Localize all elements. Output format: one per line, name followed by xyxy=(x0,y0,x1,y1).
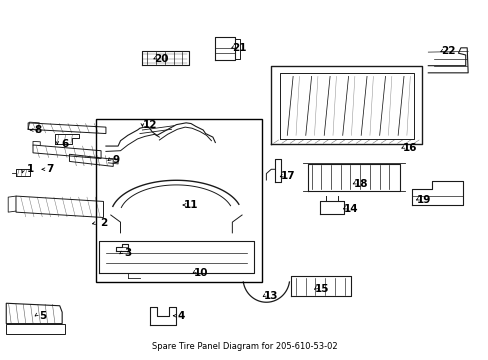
Text: 16: 16 xyxy=(402,143,416,153)
Text: 17: 17 xyxy=(281,171,295,181)
Text: 2: 2 xyxy=(100,218,107,228)
Text: 9: 9 xyxy=(112,156,119,165)
Text: 11: 11 xyxy=(183,200,198,210)
Text: 4: 4 xyxy=(177,311,184,321)
Text: 14: 14 xyxy=(344,203,358,213)
Text: 22: 22 xyxy=(441,46,455,57)
Text: 15: 15 xyxy=(314,284,329,294)
Text: 21: 21 xyxy=(232,43,246,53)
Text: 12: 12 xyxy=(142,120,157,130)
Text: 6: 6 xyxy=(61,139,68,149)
Text: 19: 19 xyxy=(416,195,431,204)
Text: 7: 7 xyxy=(46,164,54,174)
Text: 5: 5 xyxy=(39,311,46,321)
Text: 20: 20 xyxy=(154,54,169,64)
Text: 18: 18 xyxy=(353,179,367,189)
Text: Spare Tire Panel Diagram for 205-610-53-02: Spare Tire Panel Diagram for 205-610-53-… xyxy=(151,342,337,351)
Text: 10: 10 xyxy=(193,268,207,278)
Text: 1: 1 xyxy=(27,164,34,174)
Bar xyxy=(96,119,261,282)
Text: 13: 13 xyxy=(264,291,278,301)
Text: 3: 3 xyxy=(124,248,131,258)
Text: 8: 8 xyxy=(34,125,41,135)
